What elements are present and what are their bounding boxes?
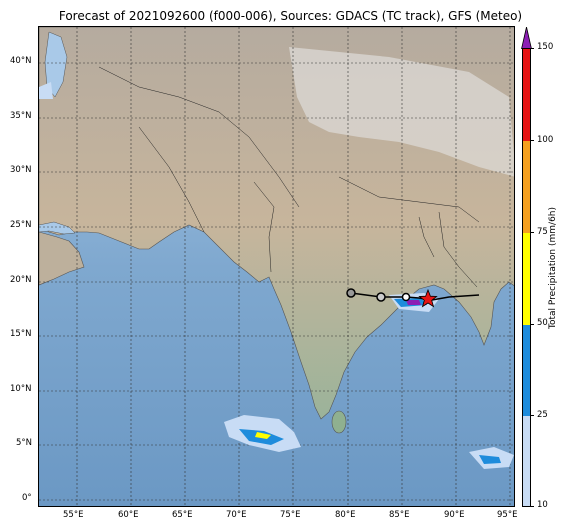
colorbar-tick: 150 <box>537 42 554 52</box>
colorbar-label: Total Precipitation (mm/6h) <box>548 206 558 330</box>
lat-tick: 20°N <box>10 275 32 285</box>
track-point-3 <box>401 292 411 302</box>
colorbar-tick: 50 <box>537 318 548 328</box>
lat-tick: 10°N <box>10 384 32 394</box>
track-point-2 <box>376 292 386 302</box>
precip-heavy <box>255 432 271 439</box>
lat-tick: 25°N <box>10 220 32 230</box>
track-point-1 <box>346 288 356 298</box>
map-panel <box>38 26 515 507</box>
persian-gulf <box>39 221 76 235</box>
lat-tick: 40°N <box>10 56 32 66</box>
colorbar-tick: 10 <box>537 500 548 510</box>
map-canvas <box>39 27 514 506</box>
lon-tick: 90°E <box>444 510 465 520</box>
lat-tick: 0° <box>22 493 32 503</box>
colorbar-extend-arrow <box>521 27 532 49</box>
caspian-sea <box>44 31 68 98</box>
colorbar-seg-150 <box>523 49 530 141</box>
lon-tick: 85°E <box>389 510 410 520</box>
arabia-land <box>39 231 85 286</box>
country-borders <box>98 66 480 288</box>
tc-track <box>346 288 480 308</box>
precip-light-4 <box>39 82 53 99</box>
lon-tick: 65°E <box>172 510 193 520</box>
colorbar <box>522 48 531 507</box>
lat-tick: 5°N <box>16 438 33 448</box>
lon-tick: 95°E <box>497 510 518 520</box>
current-position-star <box>418 288 438 308</box>
lon-tick: 60°E <box>118 510 139 520</box>
lon-tick: 75°E <box>280 510 301 520</box>
colorbar-tick: 25 <box>537 410 548 420</box>
sri-lanka <box>331 410 347 434</box>
lon-tick: 55°E <box>63 510 84 520</box>
lon-tick: 80°E <box>335 510 356 520</box>
precip-heavy-3 <box>406 300 421 305</box>
colorbar-seg-100 <box>523 141 530 233</box>
colorbar-tick: 75 <box>537 227 548 237</box>
lat-tick: 35°N <box>10 111 32 121</box>
precip-moderate-2 <box>479 455 501 464</box>
map-title: Forecast of 2021092600 (f000-006), Sourc… <box>58 9 523 23</box>
colorbar-tick: 100 <box>537 135 554 145</box>
lon-tick: 70°E <box>226 510 247 520</box>
graticule <box>39 27 514 506</box>
lat-tick: 15°N <box>10 329 32 339</box>
colorbar-seg-50 <box>523 325 530 416</box>
colorbar-seg-75 <box>523 233 530 325</box>
himalaya-region <box>289 47 514 177</box>
precipitation-areas <box>39 82 514 469</box>
lat-tick: 30°N <box>10 165 32 175</box>
colorbar-seg-25 <box>523 416 530 506</box>
